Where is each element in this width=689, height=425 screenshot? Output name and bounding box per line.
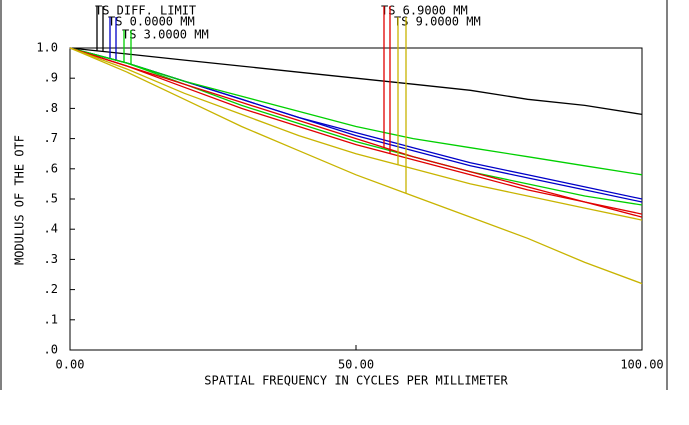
- series-line: [69, 47, 643, 285]
- plot-frame: [69, 47, 643, 351]
- x-tick-label: 50.00: [338, 358, 374, 372]
- x-axis-label: SPATIAL FREQUENCY IN CYCLES PER MILLIMET…: [204, 374, 508, 388]
- y-tick-label: .0: [44, 343, 58, 357]
- y-tick-label: .7: [44, 131, 58, 145]
- y-tick-label: .5: [44, 192, 58, 206]
- series-line: [69, 47, 643, 203]
- series-line: [69, 47, 643, 200]
- y-tick-label: .2: [44, 282, 58, 296]
- y-tick-label: .6: [44, 161, 58, 175]
- legend-label: TS 0.0000 MM: [108, 15, 195, 29]
- series-line: [69, 47, 643, 218]
- y-tick-label: .8: [44, 101, 58, 115]
- y-axis-label: MODULUS OF THE OTF: [13, 135, 27, 265]
- series-line: [69, 47, 643, 116]
- x-tick-label: 100.00: [620, 358, 663, 372]
- series-line: [69, 47, 643, 206]
- series-line: [69, 47, 643, 176]
- y-tick-label: .1: [44, 312, 58, 326]
- y-tick-label: .4: [44, 222, 58, 236]
- y-tick-label: 1.0: [36, 41, 58, 55]
- series-line: [69, 47, 643, 221]
- x-tick-label: 0.00: [56, 358, 85, 372]
- legend-label: TS DIFF. LIMIT: [95, 4, 196, 18]
- legend-label: TS 6.9000 MM: [381, 4, 468, 18]
- y-tick-label: .9: [44, 71, 58, 85]
- series-line: [69, 47, 643, 215]
- legend-label: TS 3.0000 MM: [122, 28, 209, 42]
- legend-label: TS 9.0000 MM: [394, 15, 481, 29]
- y-tick-label: .3: [44, 252, 58, 266]
